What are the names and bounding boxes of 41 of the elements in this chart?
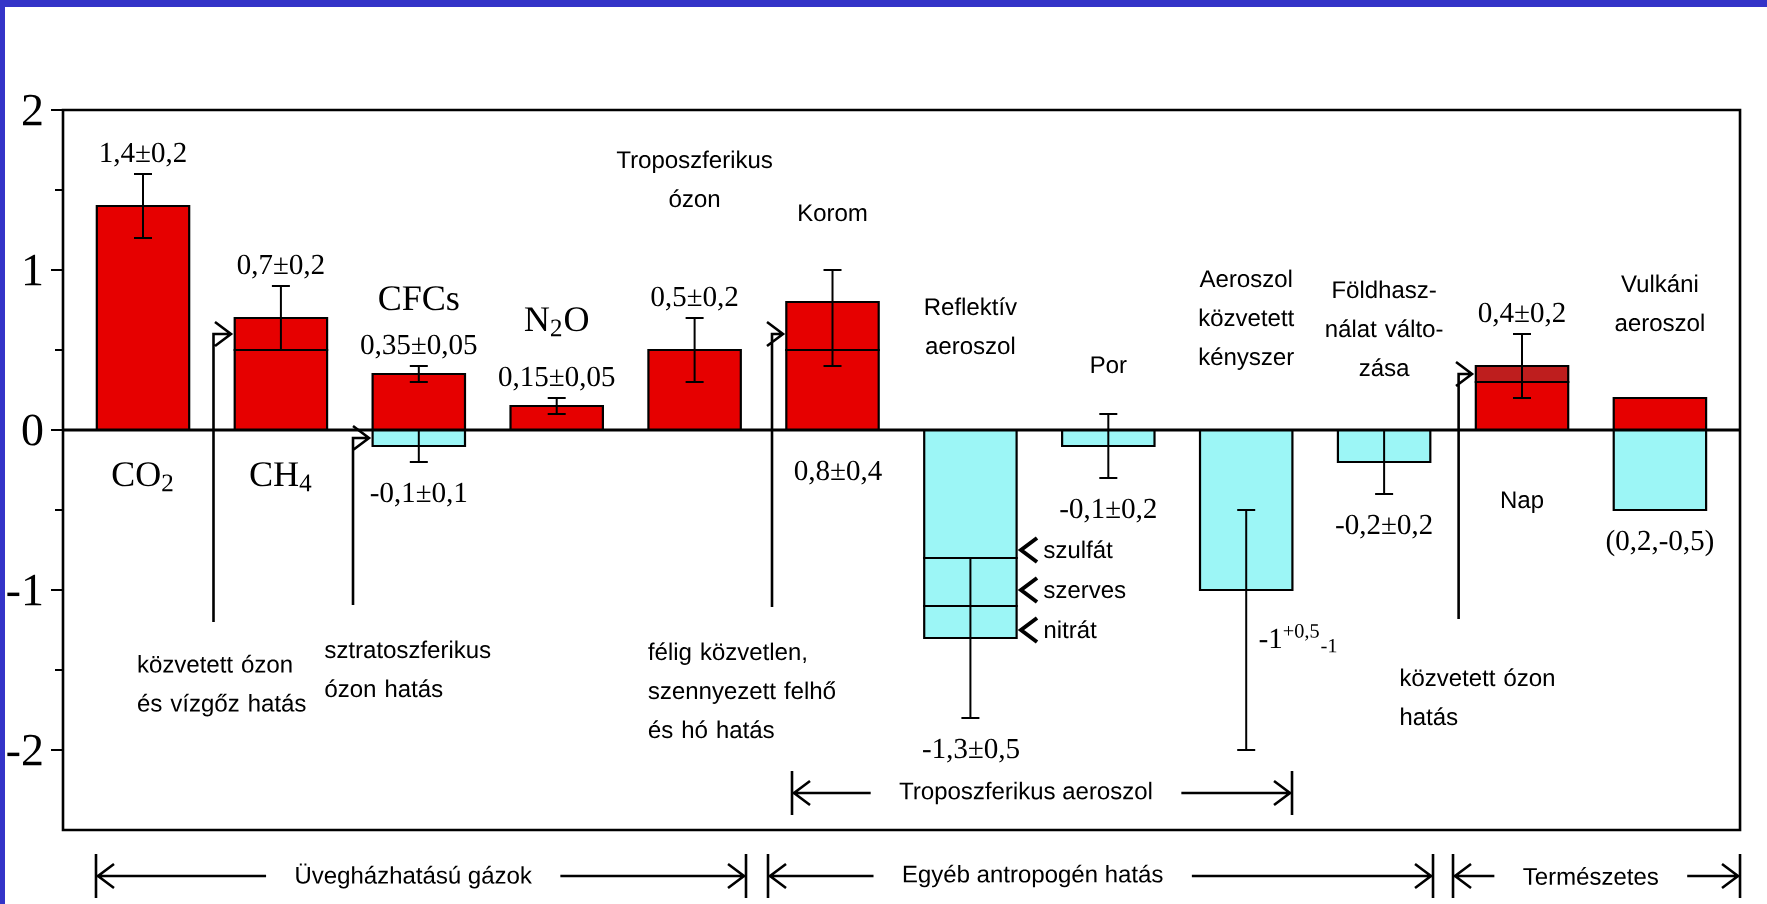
- annotation: 0,15±0,05: [499, 366, 615, 391]
- y-tick-label: 1: [25, 254, 42, 286]
- annotation: 0,4±0,2: [1478, 302, 1565, 327]
- annotation: 0,5±0,2: [651, 286, 738, 311]
- annotation: szerves: [1044, 585, 1126, 599]
- annotation: 0,35±0,05: [361, 334, 477, 359]
- x-tick-label: CH$_{4}$: [250, 462, 312, 492]
- annotation: -1$^{+0,5}$-1: [1259, 624, 1337, 653]
- annotation: félig közvetlen, szennyezett felhő és hó hatás: [648, 642, 836, 739]
- text: Természetes: [1523, 867, 1658, 885]
- x-tick-label: N$_{2}$O: [524, 307, 589, 337]
- x-tick-label: Földhasz-nálat válto-zása: [1326, 280, 1443, 377]
- x-tick-label: Aeroszol közvetett kényszer: [1199, 269, 1295, 370]
- x-tick-label: CFCs: [379, 286, 459, 311]
- annotation: 0,7±0,2: [237, 254, 324, 279]
- x-tick-label: Troposzferikus ózon: [616, 150, 772, 208]
- x-tick-label: CO$_{2}$: [112, 462, 173, 492]
- y-tick-label: -1: [7, 574, 42, 606]
- x-tick-label: Reflektív aeroszol: [925, 297, 1017, 355]
- annotation: sztratoszferikus ózon hatás: [325, 640, 491, 698]
- x-tick-label: Por: [1091, 356, 1127, 374]
- x-tick-label: Nap: [1501, 491, 1544, 513]
- annotation: közvetett ózon és vízgőz hatás: [138, 654, 306, 717]
- x-tick-label: Korom: [799, 204, 867, 222]
- text: Üvegházhatású gázok: [296, 863, 532, 889]
- annotation: 1,4±0,2: [101, 142, 186, 167]
- annotation: (0,2,-0,5): [1606, 529, 1713, 557]
- annotation: szulfát: [1044, 540, 1113, 559]
- annotation: közvetett ózon hatás: [1401, 668, 1554, 726]
- x-tick-label: Vulkáni aeroszol: [1615, 274, 1704, 332]
- annotation: 0,8±0,4: [794, 460, 882, 485]
- annotation: Troposzferikus aeroszol: [899, 781, 1152, 805]
- y-tick-label: 2: [23, 94, 42, 126]
- annotation: -1,3±0,5: [923, 738, 1019, 763]
- y-tick-label: 0: [22, 414, 43, 446]
- text: Egyéb antropogén hatás: [903, 864, 1163, 888]
- y-tick-label: -2: [7, 734, 42, 766]
- annotation: -0,1±0,1: [370, 482, 467, 507]
- annotation: -0,2±0,2: [1336, 514, 1432, 539]
- annotation: -0,1±0,2: [1060, 498, 1156, 523]
- annotation: nitrát: [1045, 620, 1097, 639]
